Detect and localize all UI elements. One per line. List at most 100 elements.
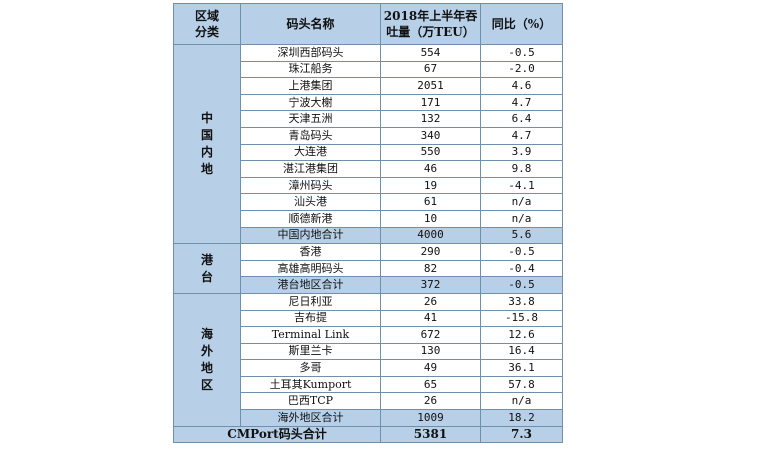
volume-cell: 26 (380, 292, 481, 311)
grand-total-name-cell: CMPort码头合计 (173, 425, 381, 444)
port-name-cell: 斯里兰卡 (240, 342, 381, 361)
yoy-cell: 6.4 (480, 110, 563, 128)
yoy-cell: 3.9 (480, 143, 563, 162)
subtotal-name-cell: 港台地区合计 (240, 276, 381, 294)
yoy-cell: -0.5 (480, 44, 563, 62)
table-row: 湛江港集团 46 9.8 (174, 160, 563, 178)
port-name-cell: 汕头港 (240, 193, 381, 211)
port-name-cell: 尼日利亚 (240, 292, 381, 311)
volume-cell: 65 (380, 375, 481, 394)
table-row: 海外地区 尼日利亚 26 33.8 (173, 292, 563, 427)
port-name-cell: 珠江船务 (240, 60, 381, 79)
port-name-cell: 宁波大榭 (240, 93, 381, 112)
volume-cell: 19 (380, 176, 481, 195)
volume-cell: 67 (380, 60, 481, 79)
table-row: 土耳其Kumport 65 57.8 (174, 375, 563, 394)
yoy-cell: -2.0 (480, 60, 563, 79)
table-row: Terminal Link 672 12.6 (174, 326, 563, 344)
header-volume: 2018年上半年吞 吐量（万TEU） (380, 3, 481, 45)
table-row: 大连港 550 3.9 (174, 143, 563, 162)
yoy-cell: n/a (480, 209, 563, 228)
volume-cell: 49 (380, 359, 481, 377)
subtotal-row: 海外地区合计 1009 18.2 (174, 409, 563, 427)
grand-total-yoy-cell: 7.3 (480, 425, 563, 444)
port-name-cell: 深圳西部码头 (240, 44, 381, 62)
subtotal-volume-cell: 1009 (380, 409, 481, 427)
volume-cell: 554 (380, 44, 481, 62)
port-name-cell: 漳州码头 (240, 176, 381, 195)
header-port-name: 码头名称 (240, 3, 381, 45)
volume-cell: 340 (380, 126, 481, 145)
table-row: 青岛码头 340 4.7 (174, 126, 563, 145)
port-name-cell: Terminal Link (240, 326, 381, 344)
table-row: 汕头港 61 n/a (174, 193, 563, 211)
port-name-cell: 高雄高明码头 (240, 259, 381, 278)
port-name-cell: 吉布提 (240, 309, 381, 328)
table-row: 漳州码头 19 -4.1 (174, 176, 563, 195)
port-name-cell: 多哥 (240, 359, 381, 377)
subtotal-name-cell: 海外地区合计 (240, 409, 381, 427)
volume-cell: 290 (380, 243, 481, 261)
port-name-cell: 天津五洲 (240, 110, 381, 128)
volume-cell: 26 (380, 392, 481, 411)
volume-cell: 171 (380, 93, 481, 112)
subtotal-volume-cell: 372 (380, 276, 481, 294)
yoy-cell: 16.4 (480, 342, 563, 361)
table-row: 上港集团 2051 4.6 (174, 77, 563, 95)
subtotal-yoy-cell: 18.2 (480, 409, 563, 427)
port-name-cell: 土耳其Kumport (240, 375, 381, 394)
volume-cell: 550 (380, 143, 481, 162)
header-row: 区域 分类 码头名称 2018年上半年吞 吐量（万TEU） 同比（%） (173, 3, 563, 45)
volume-cell: 132 (380, 110, 481, 128)
port-name-cell: 上港集团 (240, 77, 381, 95)
region-label: 港台 (200, 252, 213, 284)
yoy-cell: -15.8 (480, 309, 563, 328)
region-cell: 海外地区 (173, 292, 241, 427)
region-cell: 港台 (173, 243, 241, 294)
yoy-cell: 4.6 (480, 77, 563, 95)
table-row: 斯里兰卡 130 16.4 (174, 342, 563, 361)
header-yoy: 同比（%） (480, 3, 563, 45)
port-throughput-table: 区域 分类 码头名称 2018年上半年吞 吐量（万TEU） 同比（%） 中国内地… (173, 3, 563, 444)
subtotal-volume-cell: 4000 (380, 226, 481, 245)
port-name-cell: 香港 (240, 243, 381, 261)
volume-cell: 10 (380, 209, 481, 228)
port-name-cell: 巴西TCP (240, 392, 381, 411)
port-name-cell: 大连港 (240, 143, 381, 162)
table-row: 中国内地 深圳西部码头 554 -0.5 (173, 43, 563, 245)
table-row: 多哥 49 36.1 (174, 359, 563, 377)
subtotal-yoy-cell: 5.6 (480, 226, 563, 245)
grand-total-volume-cell: 5381 (380, 425, 481, 444)
subtotal-yoy-cell: -0.5 (480, 276, 563, 294)
region-label: 海外地区 (200, 326, 213, 392)
port-name-cell: 湛江港集团 (240, 160, 381, 178)
volume-cell: 41 (380, 309, 481, 328)
volume-cell: 2051 (380, 77, 481, 95)
region-label: 中国内地 (200, 111, 213, 177)
table-body: 中国内地 深圳西部码头 554 -0.5 珠江船务 67 -2.0 上港集团 2051 4.6 宁波… (173, 43, 563, 444)
yoy-cell: 36.1 (480, 359, 563, 377)
yoy-cell: 4.7 (480, 93, 563, 112)
port-name-cell: 青岛码头 (240, 126, 381, 145)
yoy-cell: n/a (480, 392, 563, 411)
header-region: 区域 分类 (173, 3, 241, 45)
yoy-cell: 4.7 (480, 126, 563, 145)
grand-total-row: CMPort码头合计 5381 7.3 (173, 425, 563, 444)
volume-cell: 672 (380, 326, 481, 344)
yoy-cell: n/a (480, 193, 563, 211)
volume-cell: 130 (380, 342, 481, 361)
yoy-cell: 57.8 (480, 375, 563, 394)
yoy-cell: -0.5 (480, 243, 563, 261)
yoy-cell: 9.8 (480, 160, 563, 178)
volume-cell: 61 (380, 193, 481, 211)
table-row: 天津五洲 132 6.4 (174, 110, 563, 128)
subtotal-row: 中国内地合计 4000 5.6 (174, 226, 563, 245)
yoy-cell: -0.4 (480, 259, 563, 278)
yoy-cell: 12.6 (480, 326, 563, 344)
yoy-cell: -4.1 (480, 176, 563, 195)
yoy-cell: 33.8 (480, 292, 563, 311)
region-cell: 中国内地 (173, 43, 241, 245)
volume-cell: 46 (380, 160, 481, 178)
subtotal-name-cell: 中国内地合计 (240, 226, 381, 245)
table-row: 港台 香港 290 -0.5 (173, 243, 563, 294)
